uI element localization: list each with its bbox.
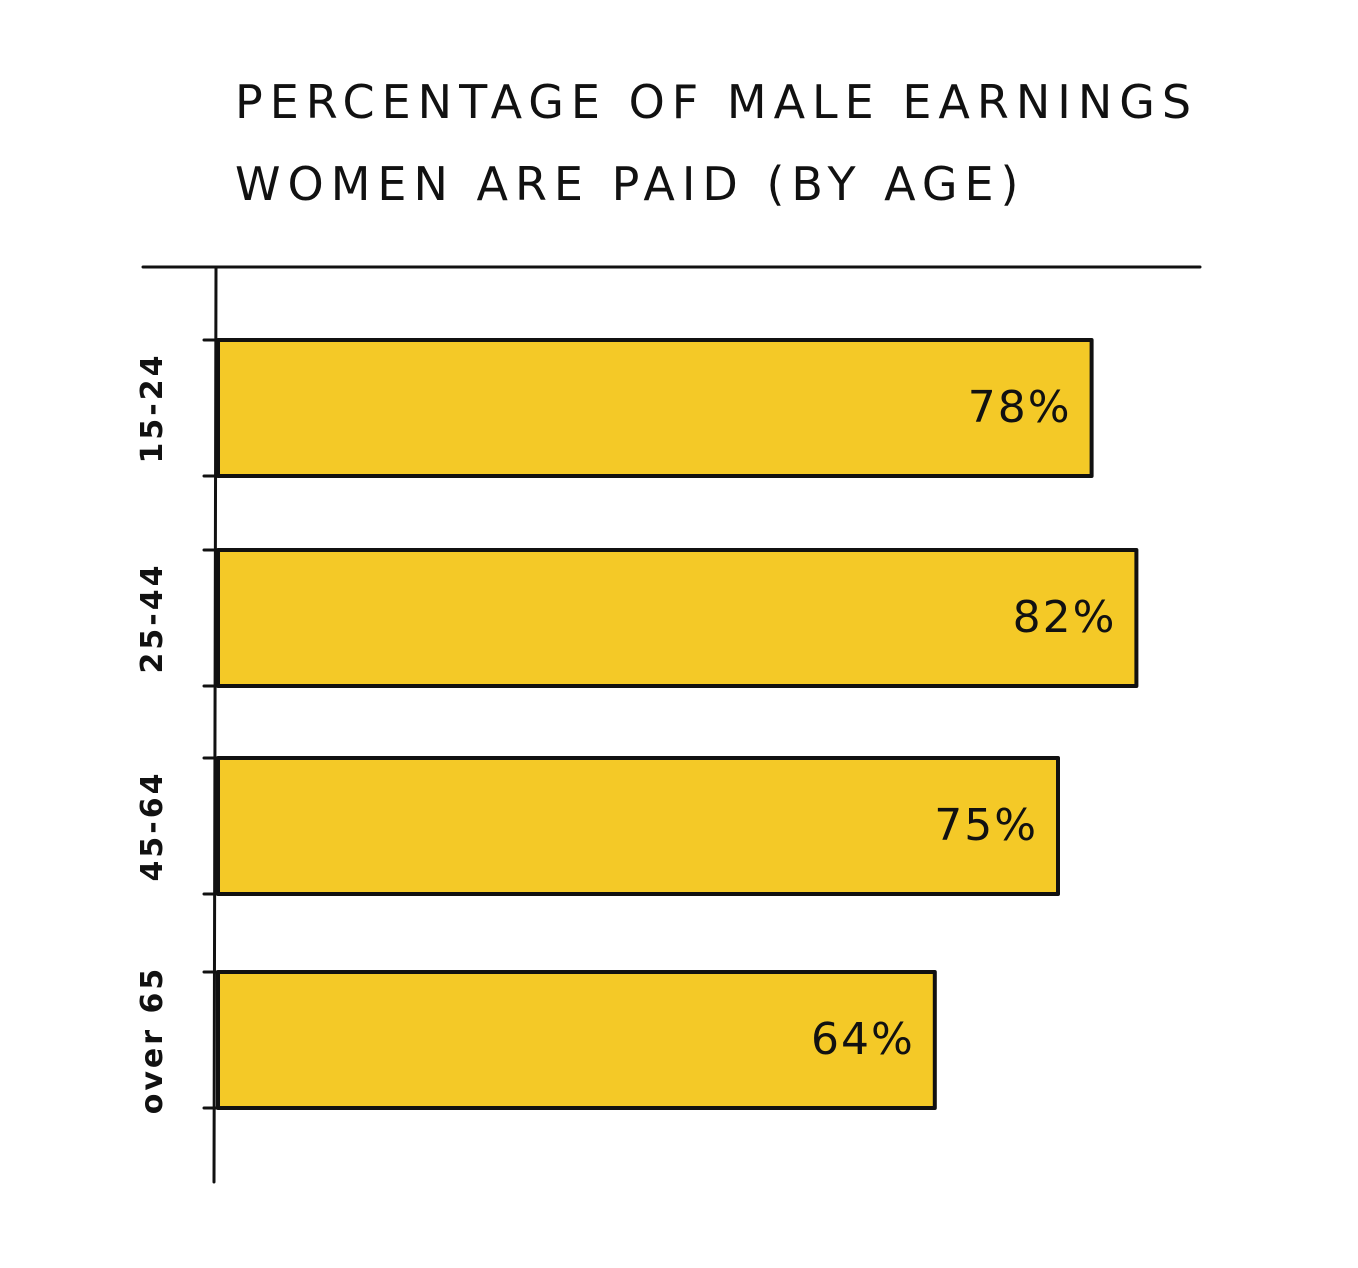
- bars-group: 78% 15-24 82% 25-44 75% 45-64 64% over 65: [135, 338, 1139, 1115]
- bar: [216, 756, 1060, 896]
- bar-value-label: 78%: [968, 382, 1072, 433]
- chart-title-line-2: WOMEN ARE PAID (BY AGE): [235, 157, 1026, 211]
- bar-value-label: 82%: [1013, 592, 1117, 643]
- bar-value-label: 75%: [934, 800, 1038, 851]
- category-axis-line: [212, 265, 218, 1184]
- category-label: over 65: [135, 966, 170, 1115]
- bar: [216, 338, 1094, 478]
- bar-value-label: 64%: [811, 1014, 915, 1065]
- bar: [216, 548, 1139, 688]
- chart-title: PERCENTAGE OF MALE EARNINGS WOMEN ARE PA…: [235, 75, 1198, 211]
- chart-title-line-1: PERCENTAGE OF MALE EARNINGS: [235, 75, 1198, 129]
- bar: [216, 970, 937, 1110]
- category-label: 45-64: [135, 771, 170, 882]
- category-label: 25-44: [135, 563, 170, 674]
- category-label: 15-24: [135, 353, 170, 464]
